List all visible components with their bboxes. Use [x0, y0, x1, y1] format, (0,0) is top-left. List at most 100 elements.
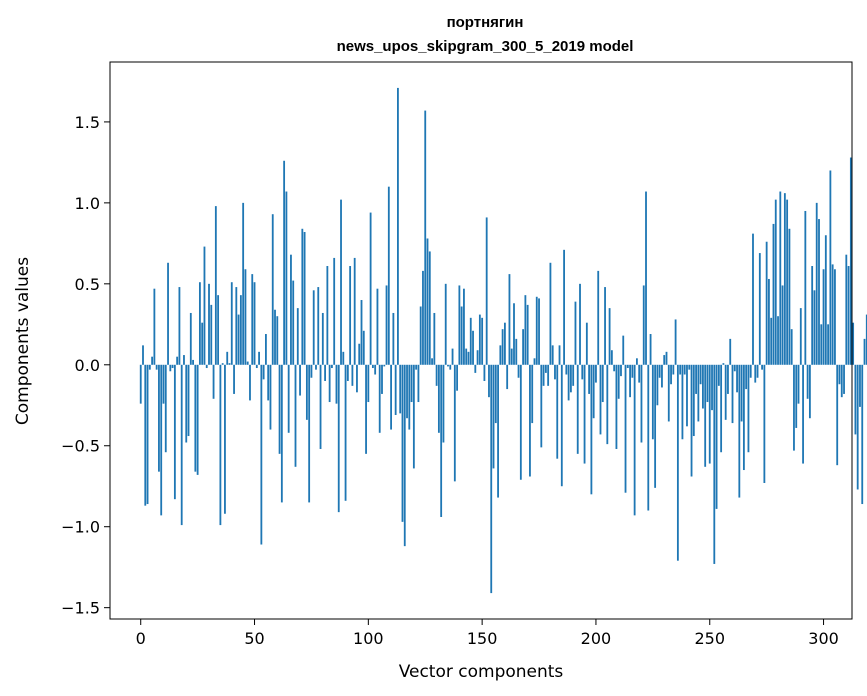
bar [422, 270, 424, 365]
bar [305, 364, 308, 420]
bar [563, 249, 565, 365]
bar [861, 364, 864, 505]
bar [494, 364, 497, 424]
bar [467, 351, 470, 365]
x-axis-ticks: 0 50 100 150 200 250 300 [136, 619, 839, 648]
bar [738, 364, 741, 498]
bar [460, 306, 463, 365]
bar [412, 364, 415, 469]
bar [542, 364, 545, 386]
bar [499, 345, 502, 365]
bar [569, 364, 572, 393]
bar [631, 364, 634, 378]
bar [533, 358, 536, 365]
x-tick-label: 0 [136, 629, 146, 648]
bar [724, 364, 727, 420]
x-tick-label: 300 [808, 629, 839, 648]
bar [852, 322, 855, 365]
bar [483, 364, 486, 381]
bar [765, 241, 768, 365]
bar [408, 364, 411, 430]
bar [829, 170, 832, 365]
bar [212, 364, 215, 399]
bar [617, 364, 620, 399]
bar [394, 364, 397, 415]
bar [340, 199, 342, 365]
bar [233, 364, 235, 394]
bar [799, 308, 802, 365]
bar [560, 364, 563, 487]
bar [727, 364, 729, 394]
bar [139, 364, 142, 404]
bar [453, 364, 456, 482]
bar [249, 364, 251, 401]
bar [194, 364, 197, 472]
bar [383, 364, 386, 367]
bar [831, 264, 834, 365]
bar [508, 274, 511, 365]
bar [774, 199, 777, 365]
bar [777, 316, 779, 365]
bar [253, 282, 256, 365]
bar [155, 364, 158, 370]
bar [351, 364, 354, 386]
bar [296, 308, 299, 365]
bar [205, 364, 208, 369]
bar [749, 364, 752, 378]
bar [717, 364, 720, 386]
bar [843, 364, 845, 394]
bar [497, 364, 499, 498]
bar [333, 257, 336, 365]
bar [822, 269, 825, 365]
bar [192, 359, 194, 365]
bar [312, 290, 315, 365]
bar [442, 364, 445, 443]
bar [458, 285, 461, 365]
bar [317, 287, 320, 365]
y-axis-ticks: −1.5 −1.0 −0.5 0.0 0.5 1.0 1.5 [61, 113, 110, 618]
bar [308, 364, 311, 503]
bar [786, 199, 789, 365]
bar [854, 364, 857, 435]
bar [647, 364, 650, 511]
bar [683, 364, 686, 375]
chart-subtitle: news_upos_skipgram_300_5_2019 model [337, 38, 634, 55]
bar [745, 364, 748, 390]
bar [531, 364, 534, 424]
bar [344, 364, 347, 501]
bar [572, 364, 575, 386]
bar [315, 364, 317, 370]
bar [781, 285, 784, 365]
bar [287, 364, 290, 433]
bar [658, 364, 661, 378]
bar [754, 364, 757, 383]
bar [549, 262, 552, 365]
bar [583, 364, 586, 464]
bar [522, 329, 525, 365]
bar [290, 254, 292, 365]
bar [481, 317, 484, 365]
bar [636, 358, 638, 365]
bar [219, 364, 222, 526]
bar [695, 364, 697, 394]
bar [640, 364, 643, 443]
bar [417, 364, 420, 403]
bar [419, 306, 422, 365]
bar [654, 364, 657, 488]
bar [299, 364, 301, 396]
bar [485, 217, 488, 365]
bar [515, 338, 518, 365]
bar [224, 364, 226, 514]
bar [651, 364, 654, 440]
bar [756, 364, 759, 378]
x-axis-label: Vector components [399, 662, 564, 682]
bar [146, 364, 149, 505]
bar [697, 364, 700, 422]
bar [465, 348, 468, 365]
bar [768, 278, 770, 365]
bar [649, 334, 652, 365]
bar [153, 288, 156, 365]
bar [517, 364, 520, 378]
bar [292, 280, 295, 365]
bar [424, 110, 427, 365]
